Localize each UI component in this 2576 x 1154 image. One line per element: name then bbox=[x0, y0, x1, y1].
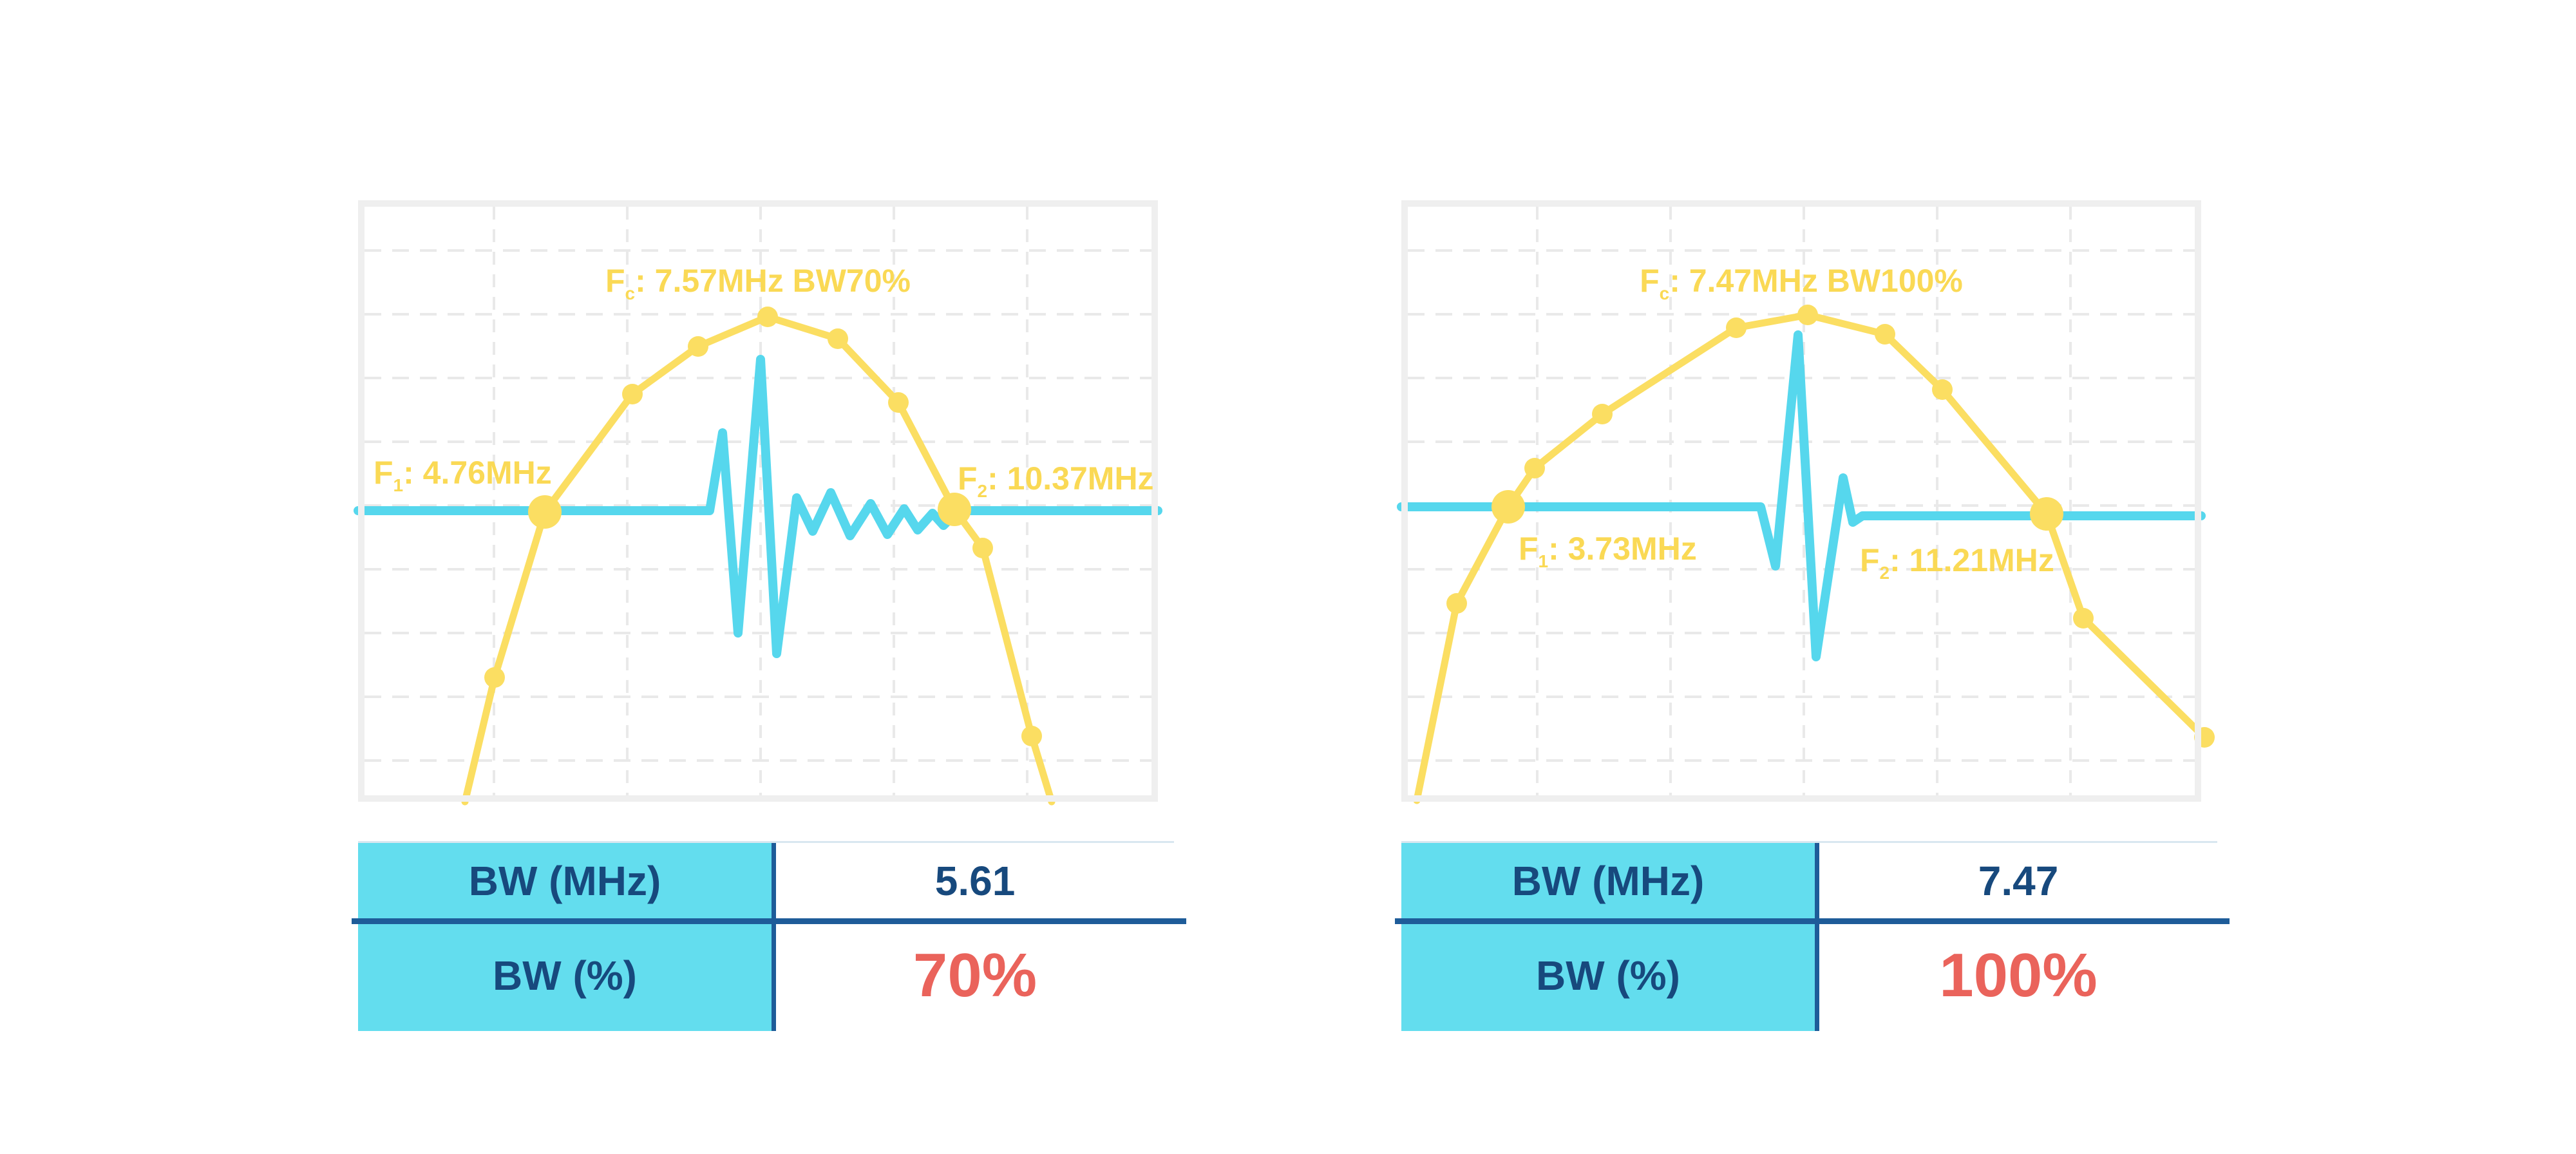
spectrum-panel-left: Fc: 7.57MHz BW70% F1: 4.76MHz F2: 10.37M… bbox=[354, 200, 1162, 806]
spectrum-panel-right: Fc: 7.47MHz BW100% F1: 3.73MHz F2: 11.21… bbox=[1397, 200, 2215, 804]
table-row-divider bbox=[1395, 918, 2230, 924]
table-header-column bbox=[1401, 843, 1815, 1031]
bw-pct-value: 100% bbox=[1939, 941, 2098, 1010]
title-rest: : 7.57MHz BW70% bbox=[635, 263, 911, 299]
f1-sub: 1 bbox=[393, 475, 404, 495]
bw-mhz-value: 5.61 bbox=[934, 857, 1016, 904]
table-row-divider bbox=[352, 918, 1186, 924]
table-column-divider bbox=[772, 843, 776, 1031]
title-rest: : 7.47MHz BW100% bbox=[1669, 263, 1963, 299]
title-sub: c bbox=[625, 283, 636, 303]
f2-label-left: F2: 10.37MHz bbox=[958, 462, 1154, 500]
bw-pct-value: 70% bbox=[913, 941, 1037, 1010]
f1-rest: : 4.76MHz bbox=[403, 455, 552, 491]
f2-f: F bbox=[958, 460, 978, 497]
bw-table-right: BW (MHz) 7.47 BW (%) 100% bbox=[1395, 841, 2230, 1032]
f1-rest: : 3.73MHz bbox=[1548, 531, 1697, 567]
title-f: F bbox=[1640, 263, 1660, 299]
f2-f: F bbox=[1860, 542, 1880, 578]
table-top-divider bbox=[358, 841, 1174, 843]
f2-label-right: F2: 11.21MHz bbox=[1860, 544, 2054, 582]
plot-title-right: Fc: 7.47MHz BW100% bbox=[1401, 265, 2201, 303]
f2-rest: : 11.21MHz bbox=[1889, 542, 2054, 578]
plot-title-left: Fc: 7.57MHz BW70% bbox=[358, 265, 1158, 303]
table-header-column bbox=[358, 843, 772, 1031]
f1-label-right: F1: 3.73MHz bbox=[1519, 533, 1697, 571]
bw-mhz-label: BW (MHz) bbox=[1511, 857, 1705, 904]
f2-sub: 2 bbox=[977, 480, 988, 501]
table-column-divider bbox=[1815, 843, 1819, 1031]
f2-rest: : 10.37MHz bbox=[987, 460, 1154, 497]
f1-f: F bbox=[374, 455, 393, 491]
title-sub: c bbox=[1659, 283, 1670, 303]
table-top-divider bbox=[1401, 841, 2217, 843]
bw-pct-label: BW (%) bbox=[1536, 952, 1680, 999]
title-f: F bbox=[605, 263, 625, 299]
bw-pct-label: BW (%) bbox=[493, 952, 637, 999]
f1-sub: 1 bbox=[1538, 551, 1549, 571]
f1-f: F bbox=[1519, 531, 1539, 567]
bw-mhz-value: 7.47 bbox=[1978, 857, 2059, 904]
f1-label-left: F1: 4.76MHz bbox=[374, 457, 552, 495]
spectrum-plot-right bbox=[1397, 200, 2215, 804]
bw-mhz-label: BW (MHz) bbox=[468, 857, 661, 904]
bw-table-left: BW (MHz) 5.61 BW (%) 70% bbox=[352, 841, 1186, 1032]
spectrum-plot-left bbox=[354, 200, 1162, 806]
f2-sub: 2 bbox=[1879, 562, 1890, 583]
